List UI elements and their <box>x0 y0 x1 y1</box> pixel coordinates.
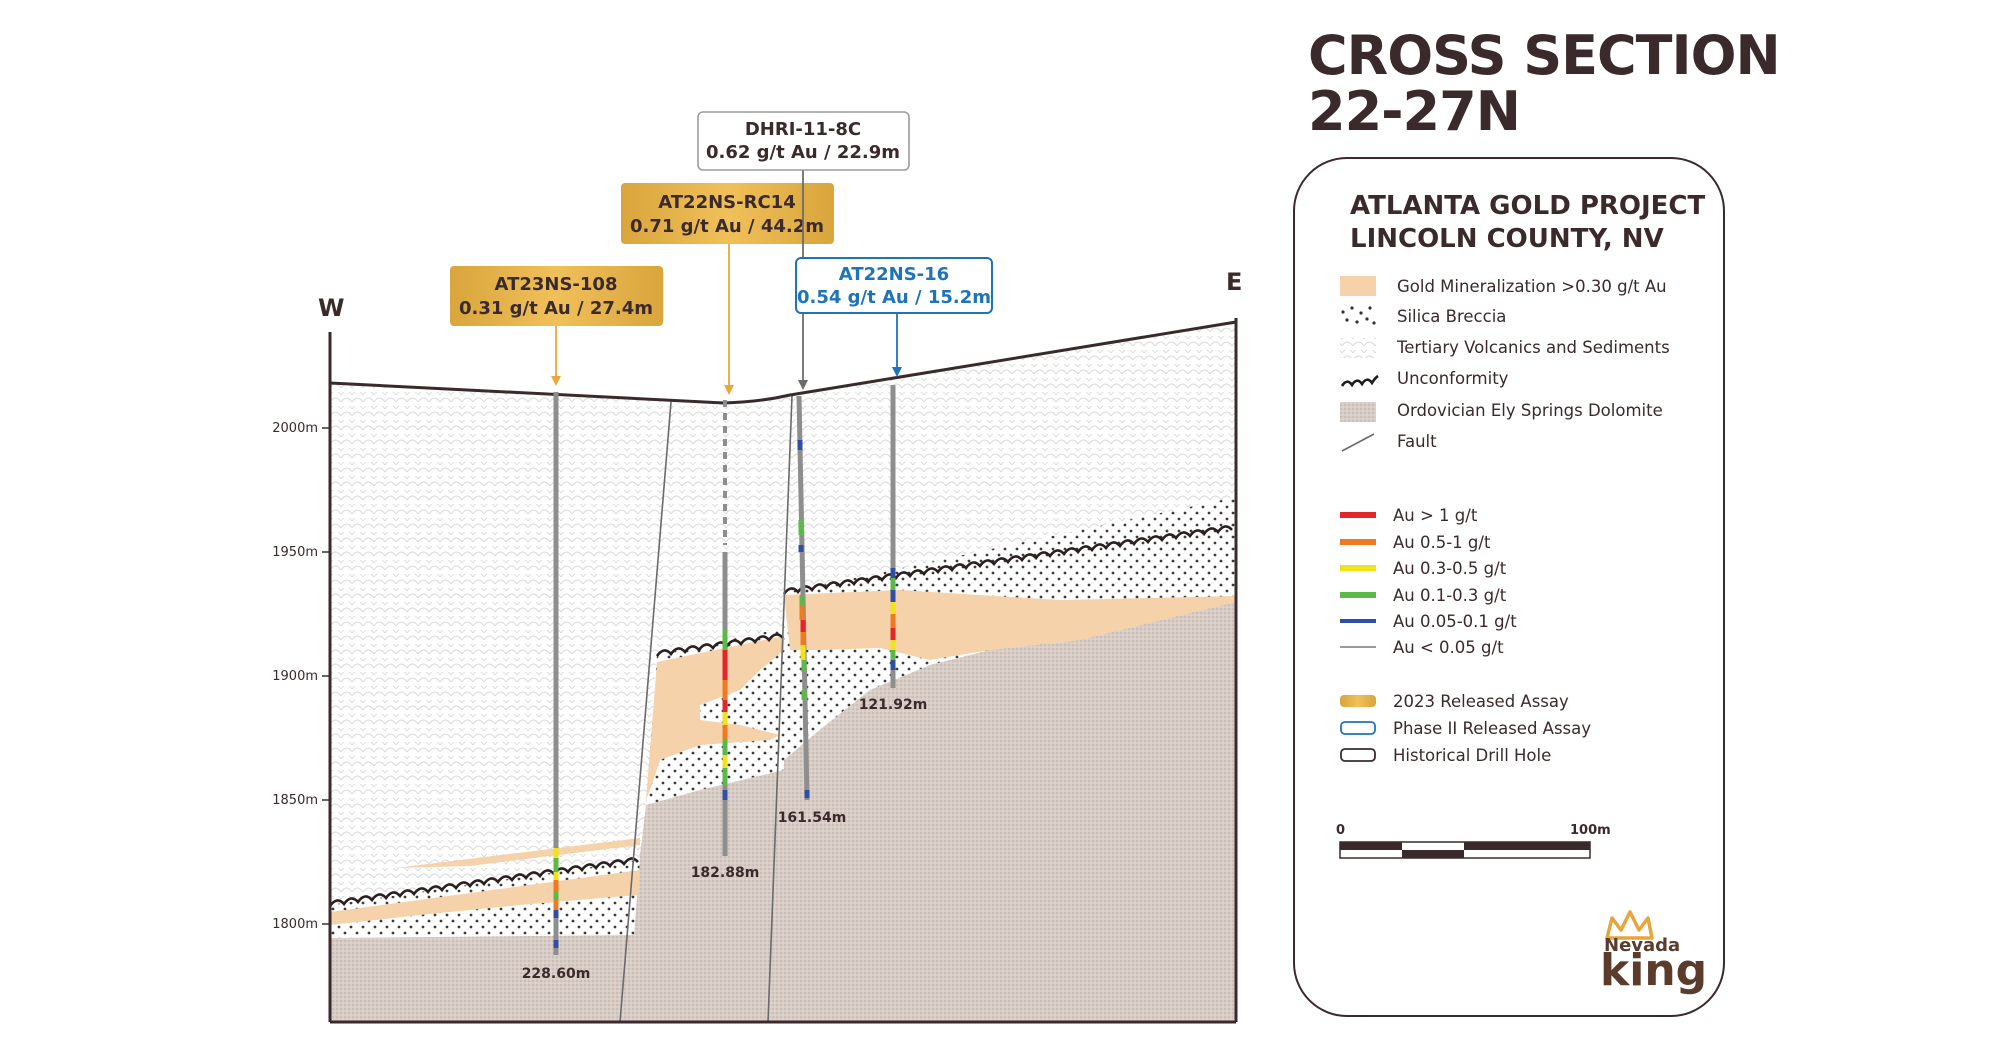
gold-label <box>1340 695 1376 707</box>
legend-swatches <box>1339 276 1654 940</box>
dolomite-west <box>330 935 634 1022</box>
gold-mineralization-central <box>646 636 784 800</box>
scale-end-label: 100m <box>1570 823 1611 838</box>
logo-line-2: king <box>1600 945 1708 996</box>
grade-swatch-gt1 <box>1340 512 1376 518</box>
gold-lens-west <box>395 838 640 868</box>
callout-hole-id: DHRI-11-8C <box>745 119 861 140</box>
elevation-axis: 2000m 1950m 1900m 1850m 1800m <box>272 421 330 932</box>
callout-assay: 0.71 g/t Au / 44.2m <box>630 216 824 237</box>
callout-hole-id: AT23NS-108 <box>495 274 618 295</box>
drill-hole-at22ns-16: 121.92m <box>859 385 928 713</box>
project-line-2: LINCOLN COUNTY, NV <box>1350 224 1664 254</box>
depth-label: 182.88m <box>691 865 760 881</box>
dolomite-central <box>620 770 784 1022</box>
crown-icon <box>1605 910 1654 940</box>
east-label: E <box>1226 268 1242 296</box>
project-title: ATLANTA GOLD PROJECT LINCOLN COUNTY, NV <box>1350 190 1705 256</box>
logo-line-1: Nevada <box>1604 935 1681 956</box>
elev-tick-1850: 1850m <box>272 793 318 808</box>
dolomite-swatch <box>1340 402 1376 422</box>
legend-item-fault: Fault <box>1397 431 1437 451</box>
legend-grade-gt1: Au > 1 g/t <box>1393 505 1478 525</box>
legend-panel <box>1293 157 1725 1017</box>
nevada-king-logo: Nevada king <box>1600 905 1708 996</box>
callout-hole-id: AT22NS-16 <box>839 264 949 285</box>
project-line-1: ATLANTA GOLD PROJECT <box>1350 191 1706 221</box>
depth-label: 228.60m <box>522 966 591 982</box>
grey-label <box>1340 748 1376 762</box>
legend-label-2023: 2023 Released Assay <box>1393 691 1569 711</box>
elev-tick-1800: 1800m <box>272 917 318 932</box>
blue-label <box>1340 721 1376 735</box>
gold-mineralization-west <box>330 870 640 925</box>
legend-item-breccia: Silica Breccia <box>1397 306 1507 326</box>
grade-swatch-lt005 <box>1340 646 1376 648</box>
page-title: CROSS SECTION 22-27N <box>1308 24 1781 143</box>
callout-dhri-11-8c: DHRI-11-8C 0.62 g/t Au / 22.9m <box>697 111 910 390</box>
dot-swatch <box>1341 306 1376 325</box>
fault-lines <box>619 395 793 1023</box>
legend-grade-03-05: Au 0.3-0.5 g/t <box>1393 558 1507 578</box>
legend-item-gold: Gold Mineralization >0.30 g/t Au <box>1397 276 1667 296</box>
legend-label-historical: Historical Drill Hole <box>1393 745 1552 765</box>
scale-swatch <box>1340 338 1376 358</box>
west-label: W <box>318 294 344 322</box>
section-frame <box>328 318 1238 1024</box>
fault-line <box>1341 433 1375 452</box>
scale-bar <box>1339 841 1591 859</box>
elev-tick-2000: 2000m <box>272 421 318 436</box>
callout-hole-id: AT22NS-RC14 <box>658 192 795 213</box>
callout-assay: 0.62 g/t Au / 22.9m <box>706 142 900 163</box>
drill-hole-at23ns-108: 228.60m <box>522 392 591 982</box>
dolomite-east <box>768 602 1236 1022</box>
legend-label-phase2: Phase II Released Assay <box>1393 718 1592 738</box>
drill-hole-at22ns-rc14: 182.88m <box>691 400 760 881</box>
legend-grade-lt005: Au < 0.05 g/t <box>1393 637 1504 657</box>
callout-assay: 0.54 g/t Au / 15.2m <box>797 287 991 308</box>
legend-grade-005-01: Au 0.05-0.1 g/t <box>1393 611 1517 631</box>
legend-item-unconformity: Unconformity <box>1397 368 1509 388</box>
grade-swatch-005-01 <box>1340 619 1376 623</box>
title-line-2: 22-27N <box>1308 80 1521 143</box>
unconformity-lines <box>328 525 1233 907</box>
elev-tick-1950: 1950m <box>272 545 318 560</box>
scale-start-label: 0 <box>1336 823 1346 838</box>
callout-assay: 0.31 g/t Au / 27.4m <box>459 298 653 319</box>
callout-at22ns-16: AT22NS-16 0.54 g/t Au / 15.2m <box>795 257 993 377</box>
title-line-1: CROSS SECTION <box>1308 24 1781 87</box>
elev-tick-1900: 1900m <box>272 669 318 684</box>
gold-swatch <box>1340 276 1376 296</box>
grade-swatch-05-1 <box>1340 539 1376 545</box>
depth-label: 121.92m <box>859 697 928 713</box>
section-units <box>330 322 1236 1022</box>
drill-hole-dhri-11-8c: 161.54m <box>778 395 847 826</box>
callout-at23ns-108: AT23NS-108 0.31 g/t Au / 27.4m <box>450 266 663 386</box>
grade-swatch-01-03 <box>1340 592 1376 598</box>
legend-grade-01-03: Au 0.1-0.3 g/t <box>1393 585 1507 605</box>
gold-mineralization-east <box>784 590 1236 660</box>
legend-grade-05-1: Au 0.5-1 g/t <box>1393 532 1491 552</box>
grade-swatch-03-05 <box>1340 565 1376 571</box>
callout-at22ns-rc14: AT22NS-RC14 0.71 g/t Au / 44.2m <box>621 183 834 395</box>
depth-label: 161.54m <box>778 810 847 826</box>
legend-item-dolomite: Ordovician Ely Springs Dolomite <box>1397 400 1663 420</box>
legend-item-volcanics: Tertiary Volcanics and Sediments <box>1397 337 1670 357</box>
wavy-line <box>1340 374 1379 388</box>
